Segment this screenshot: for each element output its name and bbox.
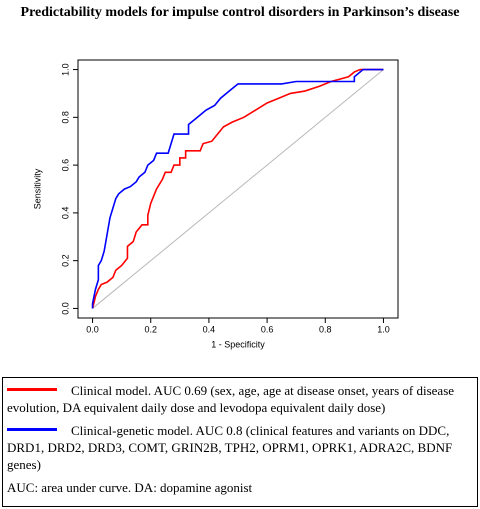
chart: Predictability models for impulse contro… bbox=[21, 5, 460, 349]
x-tick-label: 0.6 bbox=[261, 324, 274, 334]
chart-title: Predictability models for impulse contro… bbox=[21, 5, 460, 20]
legend-entry: Clinical model. AUC 0.69 (sex, age, age … bbox=[7, 382, 473, 416]
legend-swatch bbox=[7, 427, 57, 431]
y-tick-label: 0.0 bbox=[60, 302, 70, 315]
y-tick-label: 0.6 bbox=[60, 159, 70, 172]
x-axis-label: 1 - Specificity bbox=[211, 339, 265, 349]
y-tick-label: 0.8 bbox=[60, 111, 70, 124]
x-tick-label: 0.2 bbox=[144, 324, 157, 334]
y-tick-label: 0.2 bbox=[60, 254, 70, 267]
y-tick-label: 0.4 bbox=[60, 207, 70, 220]
legend-label: Clinical-genetic model. AUC 0.8 (clinica… bbox=[7, 423, 453, 472]
footnote: AUC: area under curve. DA: dopamine agon… bbox=[7, 480, 253, 495]
reference-diagonal bbox=[92, 69, 384, 309]
legend: Clinical model. AUC 0.69 (sex, age, age … bbox=[2, 377, 478, 507]
legend-swatch bbox=[7, 387, 57, 391]
roc-curve bbox=[91, 68, 384, 309]
x-tick-label: 0.8 bbox=[319, 324, 332, 334]
x-tick-label: 0.4 bbox=[203, 324, 216, 334]
roc-curve bbox=[91, 68, 384, 309]
legend-label: Clinical model. AUC 0.69 (sex, age, age … bbox=[7, 383, 455, 415]
x-tick-label: 1.0 bbox=[377, 324, 390, 334]
legend-entry: Clinical-genetic model. AUC 0.8 (clinica… bbox=[7, 422, 473, 473]
x-tick-label: 0.0 bbox=[86, 324, 99, 334]
y-tick-label: 1.0 bbox=[60, 63, 70, 76]
y-axis-label: Sensitivity bbox=[32, 168, 42, 209]
plot-frame bbox=[77, 59, 399, 319]
